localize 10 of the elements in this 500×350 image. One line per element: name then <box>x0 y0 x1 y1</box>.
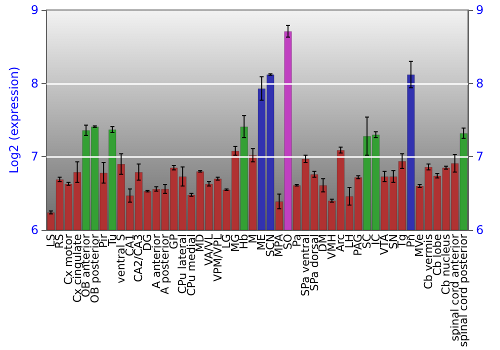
x-tick-label: A posterior <box>158 234 172 294</box>
y-tick-label: 7 <box>30 150 39 164</box>
y2-tick-label: 6 <box>476 223 484 238</box>
y2-tick-label: 7 <box>476 150 484 164</box>
y-axis-title: Log2 (expression) <box>7 66 21 174</box>
y-tick-label: 8 <box>30 76 39 90</box>
y2-tick-label: 8 <box>476 76 484 90</box>
y-tick-label: 9 <box>30 3 39 17</box>
y-tick-label: 6 <box>30 223 39 238</box>
y2-tick-label: 9 <box>476 3 484 17</box>
